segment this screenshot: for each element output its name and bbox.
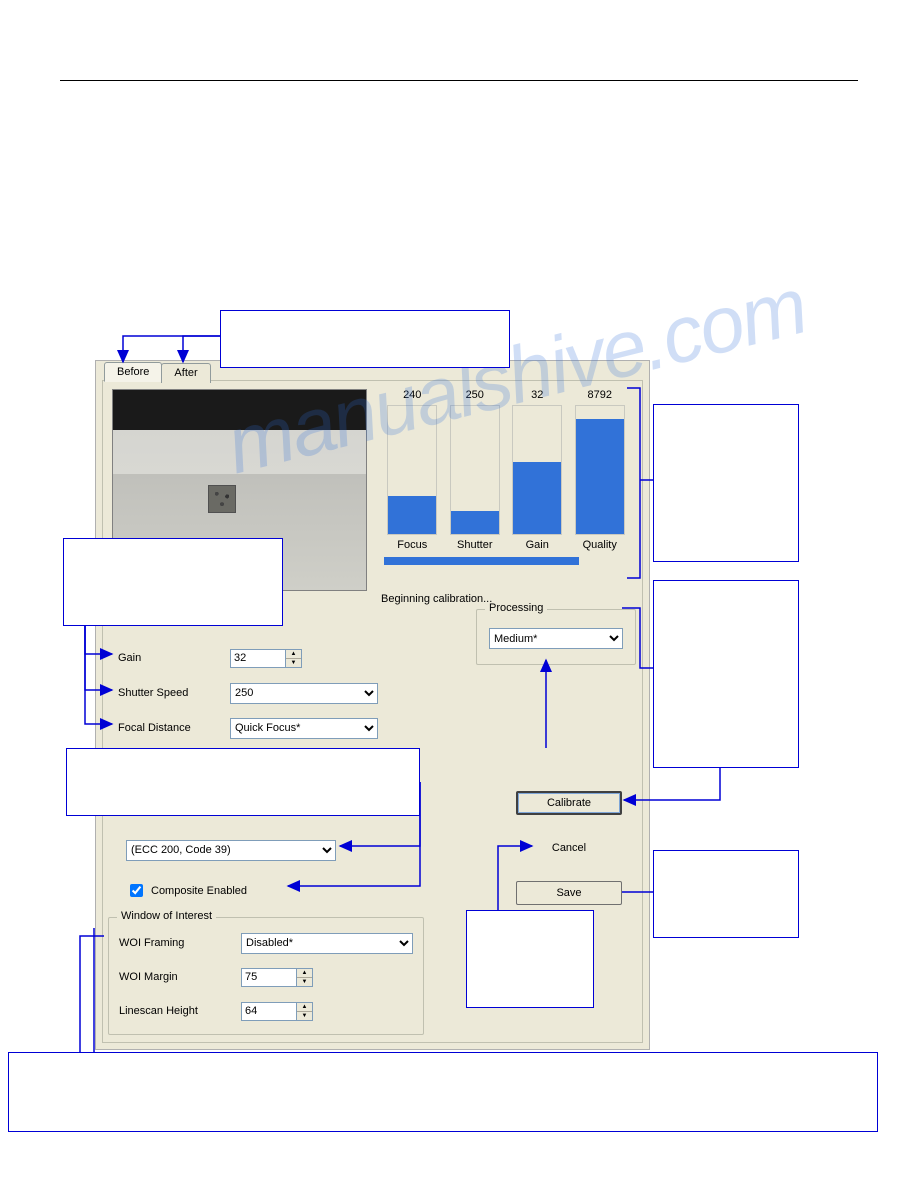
woi-margin-spin-buttons[interactable]: ▲▼ [297, 968, 313, 987]
woi-framing-label: WOI Framing [119, 937, 241, 949]
row-symbology: (ECC 200, Code 39) [126, 839, 336, 861]
composite-label: Composite Enabled [151, 885, 247, 897]
spin-up-icon[interactable]: ▲ [297, 1003, 312, 1012]
callout-tabs [220, 310, 510, 368]
callout-symbology [66, 748, 420, 816]
gain-spinner[interactable]: ▲▼ [230, 649, 302, 668]
spin-up-icon[interactable]: ▲ [286, 650, 301, 659]
shutter-select[interactable]: 250 [230, 683, 378, 704]
woi-group: Window of Interest WOI Framing Disabled*… [108, 917, 424, 1035]
tab-after[interactable]: After [161, 363, 210, 383]
save-button[interactable]: Save [516, 881, 622, 905]
header-rule [60, 80, 858, 81]
cancel-button[interactable]: Cancel [516, 837, 622, 861]
chart-bar-quality [576, 419, 624, 534]
processing-title: Processing [485, 602, 547, 614]
tab-before[interactable]: Before [104, 362, 162, 382]
row-linescan: Linescan Height ▲▼ [119, 1000, 313, 1022]
row-woi-margin: WOI Margin ▲▼ [119, 966, 313, 988]
chart-labels-row: Focus Shutter Gain Quality [381, 539, 631, 551]
chart-bar-slot [512, 405, 562, 535]
chart-bar-focus [388, 496, 436, 534]
woi-framing-select[interactable]: Disabled* [241, 933, 413, 954]
row-focal: Focal Distance Quick Focus* [118, 717, 378, 739]
spin-down-icon[interactable]: ▼ [297, 1012, 312, 1020]
woi-margin-spinner[interactable]: ▲▼ [241, 968, 313, 987]
callout-camera [63, 538, 283, 626]
chart-label-focus: Focus [387, 539, 437, 551]
gain-label: Gain [118, 652, 230, 664]
callout-save [653, 850, 799, 938]
linescan-spinner[interactable]: ▲▼ [241, 1002, 313, 1021]
chart-bar-slot [450, 405, 500, 535]
linescan-spin-buttons[interactable]: ▲▼ [297, 1002, 313, 1021]
spin-down-icon[interactable]: ▼ [297, 978, 312, 986]
linescan-label: Linescan Height [119, 1005, 241, 1017]
row-shutter: Shutter Speed 250 [118, 682, 378, 704]
chart-bar-slot [575, 405, 625, 535]
calibration-chart: 240 250 32 8792 Focus Shutter Gain Quali… [381, 389, 631, 569]
status-text: Beginning calibration... [381, 593, 492, 605]
chart-value-focus: 240 [387, 389, 437, 401]
preview-target-mark [208, 485, 236, 513]
chart-value-shutter: 250 [450, 389, 500, 401]
callout-processing [653, 580, 799, 768]
chart-label-shutter: Shutter [450, 539, 500, 551]
chart-bars [381, 405, 631, 535]
processing-group: Processing Medium* [476, 609, 636, 665]
chart-value-gain: 32 [512, 389, 562, 401]
linescan-input[interactable] [241, 1002, 297, 1021]
focal-label: Focal Distance [118, 722, 230, 734]
callout-chart [653, 404, 799, 562]
gain-input[interactable] [230, 649, 286, 668]
woi-margin-label: WOI Margin [119, 971, 241, 983]
chart-label-gain: Gain [512, 539, 562, 551]
tab-strip: Before After [104, 361, 210, 381]
chart-bar-slot [387, 405, 437, 535]
callout-cancel [466, 910, 594, 1008]
chart-bar-gain [513, 462, 561, 534]
chart-bar-shutter [451, 511, 499, 534]
processing-select[interactable]: Medium* [489, 628, 623, 649]
woi-margin-input[interactable] [241, 968, 297, 987]
focal-select[interactable]: Quick Focus* [230, 718, 378, 739]
chart-progress [384, 557, 579, 565]
row-woi-framing: WOI Framing Disabled* [119, 932, 413, 954]
chart-values-row: 240 250 32 8792 [381, 389, 631, 401]
chart-label-quality: Quality [575, 539, 625, 551]
symbology-select[interactable]: (ECC 200, Code 39) [126, 840, 336, 861]
spin-down-icon[interactable]: ▼ [286, 659, 301, 667]
composite-checkbox-row: Composite Enabled [126, 881, 247, 900]
row-gain: Gain ▲▼ [118, 647, 302, 669]
woi-title: Window of Interest [117, 910, 216, 922]
composite-checkbox[interactable] [130, 884, 143, 897]
callout-woi [8, 1052, 878, 1132]
shutter-label: Shutter Speed [118, 687, 230, 699]
gain-spin-buttons[interactable]: ▲▼ [286, 649, 302, 668]
chart-value-quality: 8792 [575, 389, 625, 401]
spin-up-icon[interactable]: ▲ [297, 969, 312, 978]
calibrate-button[interactable]: Calibrate [516, 791, 622, 815]
